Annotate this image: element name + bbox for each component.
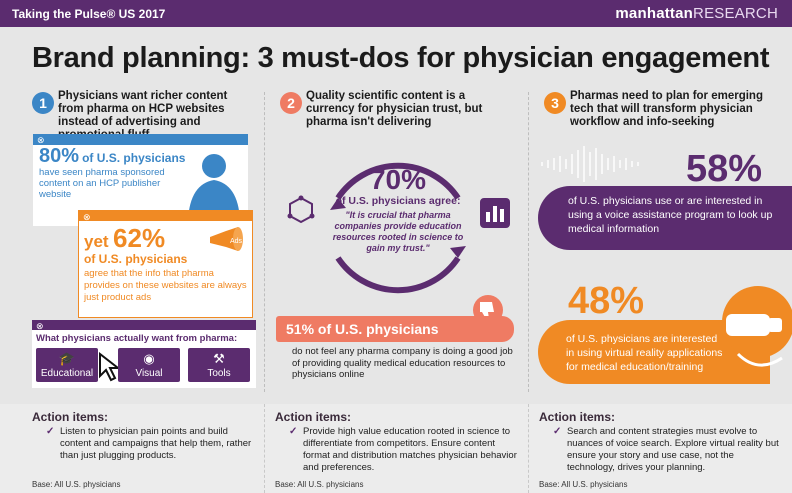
ads-label: Ads: [230, 238, 243, 245]
stat-prefix: yet: [84, 232, 109, 251]
column-1: 1 Physicians want richer content from ph…: [0, 88, 264, 398]
column-divider: [264, 92, 265, 392]
base-note: Base: All U.S. physicians: [539, 480, 628, 489]
column-heading: Pharmas need to plan for emerging tech t…: [570, 90, 763, 128]
stat-percent: 70%: [369, 164, 427, 195]
stat-58-percent: 58%: [686, 148, 763, 190]
tile-visual[interactable]: ◉ Visual: [118, 348, 180, 382]
checkmark-icon: ✓: [553, 426, 562, 437]
action-title: Action items:: [539, 410, 616, 424]
action-text: Listen to physician pain points and buil…: [60, 426, 252, 461]
stat-description: agree that the info that pharma provides…: [84, 268, 247, 303]
action-panel-1: Action items: ✓ Listen to physician pain…: [0, 404, 264, 493]
checkmark-icon: ✓: [46, 426, 55, 437]
stat-percent: 62%: [113, 223, 166, 253]
stat-text-block: 80% of U.S. physicians have seen pharma …: [39, 146, 189, 200]
stat-48-text: of U.S. physicians are interested in usi…: [566, 333, 723, 373]
card-header-bar: [33, 134, 248, 145]
molecule-icon: [287, 195, 315, 224]
action-text: Provide high value education rooted in s…: [303, 426, 517, 473]
card-header-bar: [32, 320, 256, 330]
megaphone-icon: Ads: [210, 227, 243, 251]
stat-description: have seen pharma sponsored content on an…: [39, 167, 165, 200]
step-number: 3: [544, 92, 566, 114]
tile-tools[interactable]: ⚒ Tools: [188, 348, 250, 382]
stat-text-block: yet 62% of U.S. physicians agree that th…: [84, 223, 249, 304]
eye-icon: ◉: [143, 351, 155, 366]
action-title: Action items:: [275, 410, 352, 424]
stat-percent: 80%: [39, 145, 80, 167]
top-bar: Taking the Pulse® US 2017 manhattanRESEA…: [0, 0, 792, 27]
close-icon[interactable]: ⊗: [36, 321, 44, 331]
action-panel-2: Action items: ✓ Provide high value educa…: [264, 404, 528, 493]
stat-48-percent: 48%: [568, 280, 645, 322]
stat-card-62: ⊗ Ads yet 62% of U.S. physicians agree t…: [78, 210, 253, 318]
brand-part-b: RESEARCH: [693, 5, 778, 22]
card-header-bar: [79, 211, 252, 221]
trust-circle: [330, 162, 466, 294]
page-title: Brand planning: 3 must-dos for physician…: [32, 42, 770, 74]
report-name: Taking the Pulse® US 2017: [12, 7, 166, 21]
stat-51-text: do not feel any pharma company is doing …: [292, 346, 513, 380]
tile-educational[interactable]: 🎓 Educational: [36, 348, 98, 382]
tile-label: Educational: [40, 368, 94, 379]
wants-panel: ⊗ What physicians actually want from pha…: [32, 320, 256, 388]
stat-51-banner: 51% of U.S. physicians: [276, 316, 514, 342]
base-note: Base: All U.S. physicians: [275, 480, 364, 489]
column-3: 3 Pharmas need to plan for emerging tech…: [528, 88, 792, 398]
step-number: 2: [280, 92, 302, 114]
action-title: Action items:: [32, 410, 109, 424]
lab-chart-icon: [480, 198, 510, 228]
stat-51-head: 51% of U.S. physicians: [286, 321, 439, 337]
cursor-arrow-icon: [99, 352, 121, 382]
stat-58-panel: of U.S. physicians use or are interested…: [538, 186, 792, 250]
wants-title: What physicians actually want from pharm…: [36, 333, 238, 344]
base-note: Base: All U.S. physicians: [32, 480, 121, 489]
close-icon[interactable]: ⊗: [83, 212, 91, 222]
checkmark-icon: ✓: [289, 426, 298, 437]
action-panel-3: Action items: ✓ Search and content strat…: [528, 404, 792, 493]
vr-headset-icon: [722, 286, 792, 367]
stat-lead: of U.S. physicians: [82, 151, 186, 165]
tile-label: Visual: [135, 368, 163, 379]
column-2: 2 Quality scientific content is a curren…: [264, 88, 528, 398]
brand-logo: manhattanRESEARCH: [615, 5, 778, 22]
stat-quote: "It is crucial that pharma companies pro…: [332, 210, 464, 253]
column-divider: [528, 92, 529, 392]
column-heading: Physicians want richer content from phar…: [58, 90, 228, 141]
tile-label: Tools: [207, 368, 231, 379]
step-number: 1: [32, 92, 54, 114]
stat-58-text: of U.S. physicians use or are interested…: [568, 195, 773, 235]
stat-70-block: 70% of U.S. physicians agree: "It is cru…: [324, 164, 472, 254]
graduation-cap-icon: 🎓: [58, 351, 76, 366]
stat-lead: of U.S. physicians: [84, 252, 188, 266]
action-text: Search and content strategies must evolv…: [567, 426, 779, 473]
close-icon[interactable]: ⊗: [37, 135, 45, 145]
stat-lead: of U.S. physicians agree:: [335, 195, 461, 207]
sound-wave-icon: [541, 146, 639, 182]
toolbox-icon: ⚒: [213, 351, 225, 366]
brand-part-a: manhattan: [615, 5, 694, 22]
column-heading: Quality scientific content is a currency…: [306, 90, 483, 128]
